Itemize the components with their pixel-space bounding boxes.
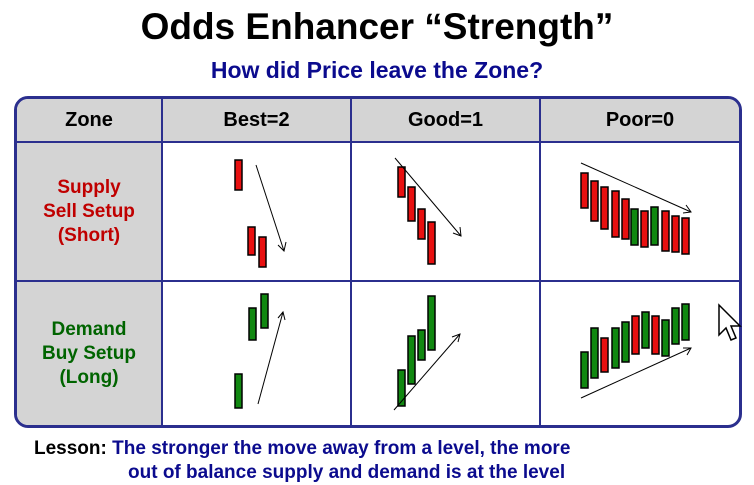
supply-label-line1: Supply (57, 176, 121, 198)
demand-label-line2: Buy Setup (42, 342, 136, 364)
lesson-text: Lesson: The stronger the move away from … (34, 437, 570, 485)
supply-poor-cell (541, 143, 739, 282)
red-candle (631, 315, 640, 355)
green-candle (621, 321, 630, 363)
red-candle (621, 198, 630, 240)
demand-poor-candles (580, 303, 692, 399)
green-candle (427, 295, 436, 351)
green-candle (671, 307, 680, 345)
red-candle (600, 337, 609, 373)
red-candle (397, 166, 406, 198)
header-zone: Zone (17, 99, 163, 143)
green-candle (397, 369, 406, 407)
red-candle (671, 215, 680, 253)
row-label-supply: Supply Sell Setup (Short) (17, 143, 163, 282)
red-candle (590, 180, 599, 222)
green-candle (234, 373, 243, 409)
red-candle (651, 315, 660, 355)
header-best: Best=2 (163, 99, 352, 143)
red-candle (611, 190, 620, 238)
green-candle (248, 307, 257, 341)
green-candle (417, 329, 426, 361)
mouse-pointer-icon (718, 303, 742, 341)
supply-good-cell (352, 143, 541, 282)
green-candle (650, 206, 659, 246)
red-candle (427, 221, 436, 265)
supply-label-line3: (Short) (57, 224, 121, 246)
demand-good-cell (352, 282, 541, 425)
green-candle (661, 319, 670, 357)
red-candle (417, 208, 426, 240)
header-poor: Poor=0 (541, 99, 739, 143)
green-candle (260, 293, 269, 329)
page-subtitle: How did Price leave the Zone? (210, 57, 544, 83)
green-candle (580, 351, 589, 389)
page-title: Odds Enhancer “Strength” (140, 6, 614, 47)
arrow-icon (393, 333, 461, 411)
green-candle (407, 335, 416, 385)
arrow-icon (580, 347, 692, 399)
green-candle (630, 208, 639, 246)
supply-best-cell (163, 143, 352, 282)
supply-good-candles (394, 157, 462, 265)
red-candle (661, 210, 670, 252)
lesson-tag: Lesson: (34, 438, 107, 459)
red-candle (580, 172, 589, 209)
demand-label-line1: Demand (51, 318, 127, 340)
strength-table: Zone Best=2 Good=1 Poor=0 Supply Sell Se… (14, 96, 742, 428)
lesson-line2: out of balance supply and demand is at t… (128, 462, 566, 483)
lesson-line1: The stronger the move away from a level,… (112, 438, 571, 459)
green-candle (611, 327, 620, 369)
green-candle (681, 303, 690, 341)
green-candle (641, 311, 650, 349)
red-candle (681, 217, 690, 255)
red-candle (600, 186, 609, 230)
demand-best-cell (163, 282, 352, 425)
red-candle (640, 210, 649, 248)
green-candle (590, 327, 599, 379)
row-label-demand: Demand Buy Setup (Long) (17, 282, 163, 425)
arrow-icon (394, 157, 462, 237)
arrow-icon (257, 310, 286, 405)
red-candle (247, 226, 256, 256)
red-candle (234, 159, 243, 191)
demand-poor-cell (541, 282, 739, 425)
red-candle (258, 236, 267, 268)
supply-poor-candles (580, 162, 692, 255)
header-good: Good=1 (352, 99, 541, 143)
supply-best-candles (234, 159, 287, 268)
demand-label-line3: (Long) (59, 366, 119, 388)
demand-best-candles (234, 293, 286, 409)
red-candle (407, 186, 416, 222)
demand-good-candles (393, 295, 461, 411)
arrow-icon (255, 164, 287, 252)
supply-label-line2: Sell Setup (43, 200, 135, 222)
arrow-icon (580, 162, 692, 214)
